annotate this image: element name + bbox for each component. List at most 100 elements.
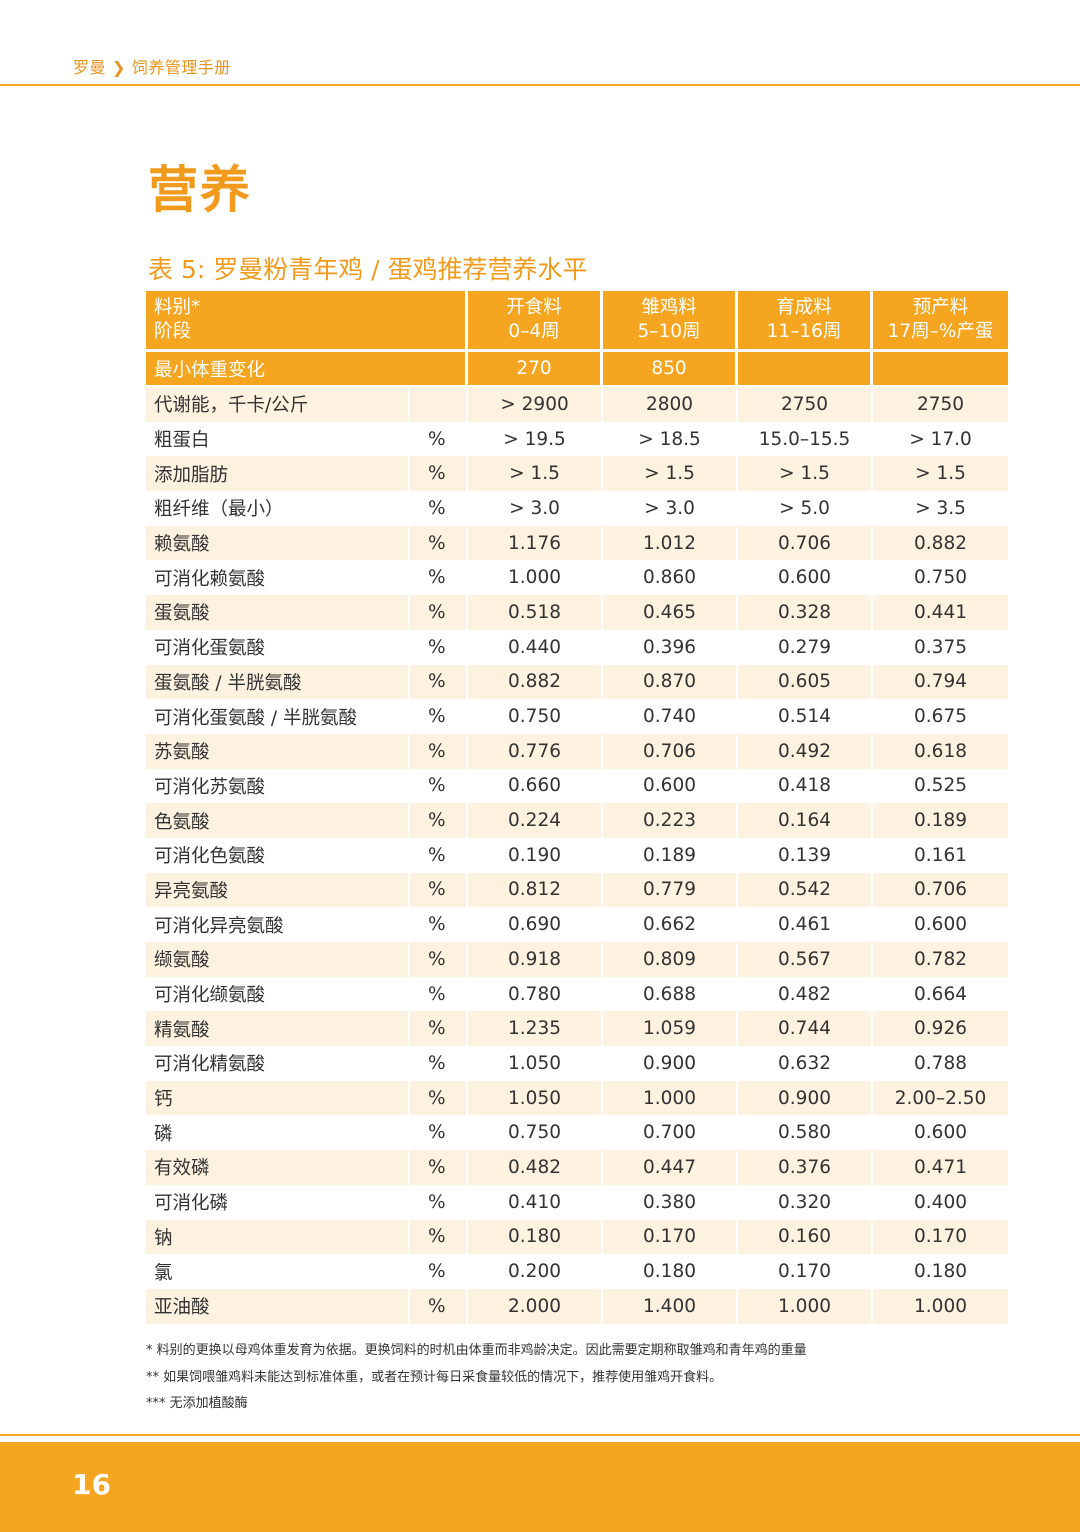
nutrient-name: 粗纤维（最小） bbox=[146, 491, 410, 526]
nutrient-value: 0.926 bbox=[873, 1011, 1009, 1047]
nutrient-value: 0.870 bbox=[603, 664, 739, 700]
nutrient-value: 0.900 bbox=[603, 1046, 739, 1081]
nutrient-value: 0.750 bbox=[873, 560, 1009, 596]
nutrient-value: 0.328 bbox=[738, 595, 874, 630]
nutrient-value: 0.706 bbox=[603, 733, 739, 769]
nutrient-value: 2800 bbox=[603, 387, 739, 422]
footnote-1: * 料别的更换以母鸡体重发育为依据。更换饲料的时机由体重而非鸡龄决定。因此需要定… bbox=[146, 1343, 807, 1358]
nutrient-value: 0.740 bbox=[603, 699, 739, 734]
nutrient-unit: % bbox=[410, 1254, 469, 1289]
nutrient-value: 0.688 bbox=[603, 976, 739, 1012]
table-row: 可消化异亮氨酸% 0.690 0.662 0.461 0.600 bbox=[146, 907, 1009, 942]
nutrient-value: 0.380 bbox=[603, 1184, 739, 1220]
nutrient-value: 0.375 bbox=[873, 629, 1009, 665]
nutrient-value: 0.812 bbox=[468, 872, 604, 908]
page-number: 16 bbox=[72, 1468, 111, 1501]
nutrient-value: 0.690 bbox=[468, 907, 604, 942]
nutrient-unit: % bbox=[410, 421, 469, 457]
table-row: 钠% 0.180 0.170 0.160 0.170 bbox=[146, 1219, 1009, 1255]
nutrient-value: 0.180 bbox=[873, 1254, 1009, 1289]
nutrient-unit: % bbox=[410, 595, 469, 630]
nutrient-value: 0.482 bbox=[738, 976, 874, 1012]
page-title: 营养 bbox=[148, 161, 252, 219]
table-row: 亚油酸% 2.000 1.400 1.000 1.000 bbox=[146, 1288, 1009, 1324]
nutrient-value: 0.418 bbox=[738, 768, 874, 804]
nutrient-name: 可消化赖氨酸 bbox=[146, 560, 410, 596]
nutrient-value: 1.000 bbox=[738, 1288, 874, 1324]
table-row: 钙% 1.050 1.000 0.900 2.00–2.50 bbox=[146, 1080, 1009, 1116]
header-brand: 罗曼 bbox=[73, 58, 107, 77]
nutrient-name: 钙 bbox=[146, 1080, 410, 1116]
nutrient-value: 0.376 bbox=[738, 1150, 874, 1185]
nutrient-value: > 2900 bbox=[468, 387, 604, 422]
nutrient-unit: % bbox=[410, 942, 469, 977]
nutrient-value: 0.776 bbox=[468, 733, 604, 769]
table-row: 粗蛋白% > 19.5 > 18.5 15.0–15.5 > 17.0 bbox=[146, 421, 1009, 457]
nutrient-value: 0.882 bbox=[468, 664, 604, 700]
nutrient-value: 0.180 bbox=[603, 1254, 739, 1289]
nutrient-value: 0.706 bbox=[873, 872, 1009, 908]
table-row: 色氨酸% 0.224 0.223 0.164 0.189 bbox=[146, 803, 1009, 838]
nutrient-value: 0.170 bbox=[603, 1219, 739, 1255]
table-row: 磷% 0.750 0.700 0.580 0.600 bbox=[146, 1115, 1009, 1151]
nutrient-value: > 3.5 bbox=[873, 491, 1009, 526]
nutrient-unit: % bbox=[410, 733, 469, 769]
nutrient-value: 0.700 bbox=[603, 1115, 739, 1151]
nutrient-unit bbox=[410, 387, 469, 422]
header-cell-feed-stage: 料别* 阶段 bbox=[146, 291, 469, 352]
nutrient-value: 0.525 bbox=[873, 768, 1009, 804]
nutrient-value: 0.161 bbox=[873, 837, 1009, 873]
nutrient-unit: % bbox=[410, 1150, 469, 1185]
nutrient-value: > 3.0 bbox=[603, 491, 739, 526]
nutrient-value: > 18.5 bbox=[603, 421, 739, 457]
nutrient-value: 0.492 bbox=[738, 733, 874, 769]
nutrient-value: 0.744 bbox=[738, 1011, 874, 1047]
nutrient-name: 可消化苏氨酸 bbox=[146, 768, 410, 804]
table-row: 可消化蛋氨酸 / 半胱氨酸% 0.750 0.740 0.514 0.675 bbox=[146, 699, 1009, 734]
nutrient-value: 0.190 bbox=[468, 837, 604, 873]
nutrient-name: 添加脂肪 bbox=[146, 456, 410, 492]
nutrient-unit: % bbox=[410, 872, 469, 908]
nutrient-name: 亚油酸 bbox=[146, 1288, 410, 1324]
table-row: 可消化苏氨酸% 0.660 0.600 0.418 0.525 bbox=[146, 768, 1009, 804]
column-name: 开食料 bbox=[506, 297, 562, 318]
header-stage-label: 阶段 bbox=[154, 321, 192, 342]
table-row: 赖氨酸% 1.176 1.012 0.706 0.882 bbox=[146, 525, 1009, 561]
nutrient-value: 0.164 bbox=[738, 803, 874, 838]
nutrient-name: 赖氨酸 bbox=[146, 525, 410, 561]
min-weight-value bbox=[873, 352, 1009, 387]
nutrient-value: 0.600 bbox=[603, 768, 739, 804]
nutrient-value: 0.794 bbox=[873, 664, 1009, 700]
nutrient-value: 0.580 bbox=[738, 1115, 874, 1151]
table-row: 可消化蛋氨酸% 0.440 0.396 0.279 0.375 bbox=[146, 629, 1009, 665]
nutrient-value: 0.461 bbox=[738, 907, 874, 942]
column-name: 育成料 bbox=[776, 297, 832, 318]
table-row: 缬氨酸% 0.918 0.809 0.567 0.782 bbox=[146, 942, 1009, 977]
column-stage: 0–4周 bbox=[508, 321, 560, 342]
nutrient-unit: % bbox=[410, 976, 469, 1012]
nutrient-value: 0.662 bbox=[603, 907, 739, 942]
nutrient-value: > 17.0 bbox=[873, 421, 1009, 457]
table-row: 可消化精氨酸% 1.050 0.900 0.632 0.788 bbox=[146, 1046, 1009, 1081]
nutrient-name: 缬氨酸 bbox=[146, 942, 410, 977]
nutrient-value: 0.223 bbox=[603, 803, 739, 838]
nutrient-value: 0.542 bbox=[738, 872, 874, 908]
nutrient-unit: % bbox=[410, 456, 469, 492]
nutrient-name: 精氨酸 bbox=[146, 1011, 410, 1047]
nutrient-name: 磷 bbox=[146, 1115, 410, 1151]
nutrient-name: 氯 bbox=[146, 1254, 410, 1289]
min-weight-value bbox=[738, 352, 874, 387]
nutrient-value: 0.441 bbox=[873, 595, 1009, 630]
nutrient-unit: % bbox=[410, 1115, 469, 1151]
footer-divider bbox=[0, 1434, 1080, 1436]
column-name: 预产料 bbox=[912, 297, 969, 318]
nutrient-value: 0.189 bbox=[873, 803, 1009, 838]
nutrient-value: 1.176 bbox=[468, 525, 604, 561]
nutrient-name: 可消化磷 bbox=[146, 1184, 410, 1220]
nutrient-unit: % bbox=[410, 525, 469, 561]
nutrient-value: 0.918 bbox=[468, 942, 604, 977]
header-cell-chick: 雏鸡料 5–10周 bbox=[603, 291, 739, 352]
nutrient-name: 可消化蛋氨酸 bbox=[146, 629, 410, 665]
footnote-2: ** 如果饲喂雏鸡料未能达到标准体重，或者在预计每日采食量较低的情况下，推荐使用… bbox=[146, 1369, 723, 1385]
nutrient-value: 0.440 bbox=[468, 629, 604, 665]
